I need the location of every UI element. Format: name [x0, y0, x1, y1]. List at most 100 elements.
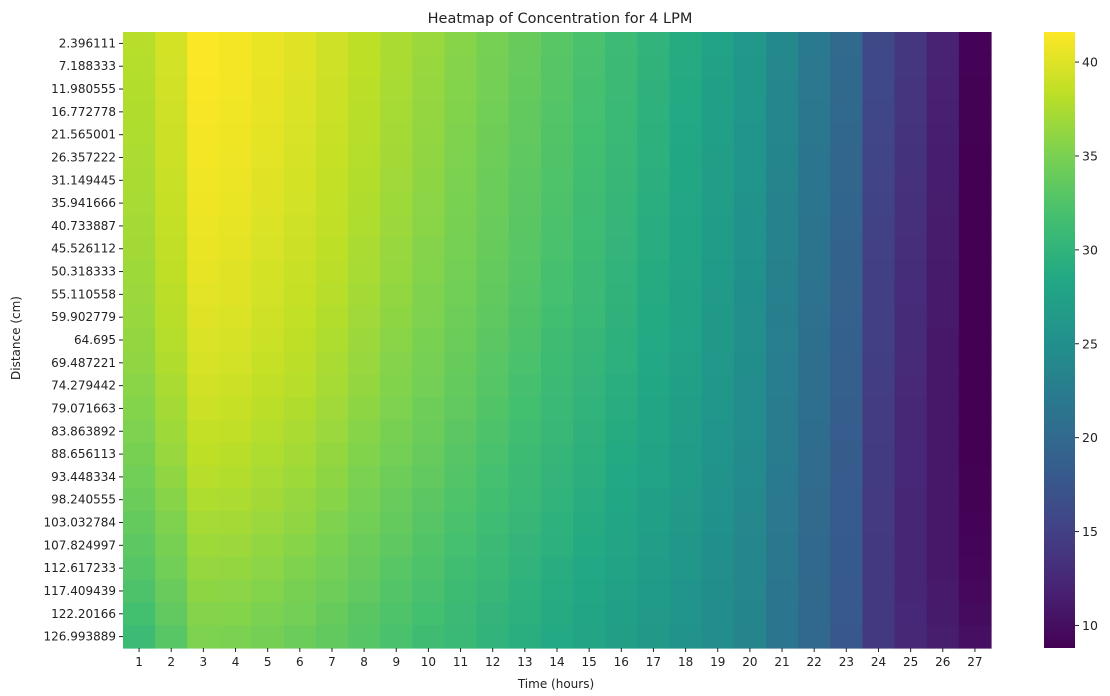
heatmap-cell [283, 260, 317, 284]
x-tick-label: 4 [232, 655, 240, 669]
heatmap-cell [701, 168, 735, 193]
heatmap-cell [508, 625, 542, 649]
heatmap-cell [251, 579, 285, 603]
heatmap-cell [701, 77, 735, 102]
x-tick-label: 8 [360, 655, 368, 669]
heatmap-cell [798, 146, 831, 170]
heatmap-cell [508, 397, 542, 421]
heatmap-cell [701, 328, 735, 352]
heatmap-cell [315, 146, 349, 170]
heatmap-cell [155, 488, 188, 512]
heatmap-cell [765, 397, 799, 421]
heatmap-cell [540, 488, 574, 512]
heatmap-cell [380, 77, 413, 102]
heatmap-cell [669, 260, 703, 284]
heatmap-cell [251, 100, 285, 124]
heatmap-cell [348, 328, 381, 352]
heatmap-cell [380, 397, 413, 421]
heatmap-cell [123, 465, 156, 489]
heatmap-cell [219, 282, 253, 307]
heatmap-cell [862, 305, 896, 330]
heatmap-cell [476, 237, 510, 261]
heatmap-cell [155, 419, 188, 444]
heatmap-cell [540, 260, 574, 284]
heatmap-cell [219, 305, 253, 330]
heatmap-cell [765, 465, 799, 489]
y-tick-label: 64.695 [74, 333, 116, 347]
heatmap-cell [605, 602, 638, 626]
heatmap-cell [444, 260, 478, 284]
y-tick-label: 59.902779 [51, 310, 116, 324]
heatmap-cell [123, 146, 156, 170]
heatmap-cell [123, 123, 156, 147]
heatmap-cell [187, 351, 221, 375]
heatmap-cell [187, 32, 221, 56]
heatmap-cell [637, 419, 671, 444]
heatmap-cell [733, 351, 767, 375]
heatmap-cell [637, 511, 671, 535]
heatmap-cell [958, 374, 992, 398]
heatmap-cell [573, 282, 606, 307]
x-tick-label: 9 [392, 655, 400, 669]
heatmap-cell [283, 351, 317, 375]
heatmap-cell [862, 556, 896, 581]
heatmap-cell [894, 305, 928, 330]
heatmap-cell [380, 465, 413, 489]
heatmap-cell [380, 282, 413, 307]
heatmap-cell [765, 419, 799, 444]
heatmap-cell [412, 282, 446, 307]
heatmap-cell [830, 442, 864, 467]
y-tick-label: 88.656113 [51, 447, 116, 461]
heatmap-cell [155, 625, 188, 649]
heatmap-cell [958, 54, 992, 79]
heatmap-cell [155, 54, 188, 79]
heatmap-cell [926, 328, 960, 352]
heatmap-cell [701, 282, 735, 307]
heatmap-cell [573, 556, 606, 581]
heatmap-cell [380, 625, 413, 649]
heatmap-cell [540, 351, 574, 375]
heatmap-cell [155, 168, 188, 193]
heatmap-cell [573, 625, 606, 649]
heatmap-cell [733, 328, 767, 352]
heatmap-cell [605, 305, 638, 330]
heatmap-cell [123, 602, 156, 626]
heatmap-cell [573, 328, 606, 352]
heatmap-cell [444, 511, 478, 535]
heatmap-cell [637, 579, 671, 603]
y-tick-label: 112.617233 [43, 561, 116, 575]
heatmap-cell [412, 397, 446, 421]
heatmap-cell [251, 328, 285, 352]
heatmap-cell [862, 77, 896, 102]
heatmap-cell [412, 100, 446, 124]
heatmap-cell [476, 488, 510, 512]
heatmap-cell [798, 442, 831, 467]
heatmap-cell [765, 54, 799, 79]
x-tick-label: 25 [903, 655, 918, 669]
heatmap-cell [540, 168, 574, 193]
heatmap-cell [669, 100, 703, 124]
heatmap-cell [348, 237, 381, 261]
heatmap-cell [540, 579, 574, 603]
heatmap-cell [187, 168, 221, 193]
heatmap-cell [573, 237, 606, 261]
heatmap-cell [219, 533, 253, 558]
heatmap-cell [573, 100, 606, 124]
heatmap-cell [251, 625, 285, 649]
heatmap-cell [926, 54, 960, 79]
x-tick-label: 22 [807, 655, 822, 669]
heatmap-cell [123, 533, 156, 558]
heatmap-cell [605, 100, 638, 124]
heatmap-cell [315, 191, 349, 216]
heatmap-cell [669, 32, 703, 56]
x-tick-label: 1 [135, 655, 143, 669]
x-tick-label: 20 [742, 655, 757, 669]
heatmap-cell [540, 282, 574, 307]
heatmap-cell [573, 442, 606, 467]
heatmap-cell [669, 191, 703, 216]
heatmap-cell [765, 442, 799, 467]
heatmap-cell [412, 305, 446, 330]
heatmap-cell [958, 168, 992, 193]
heatmap-cell [540, 397, 574, 421]
heatmap-cell [926, 625, 960, 649]
